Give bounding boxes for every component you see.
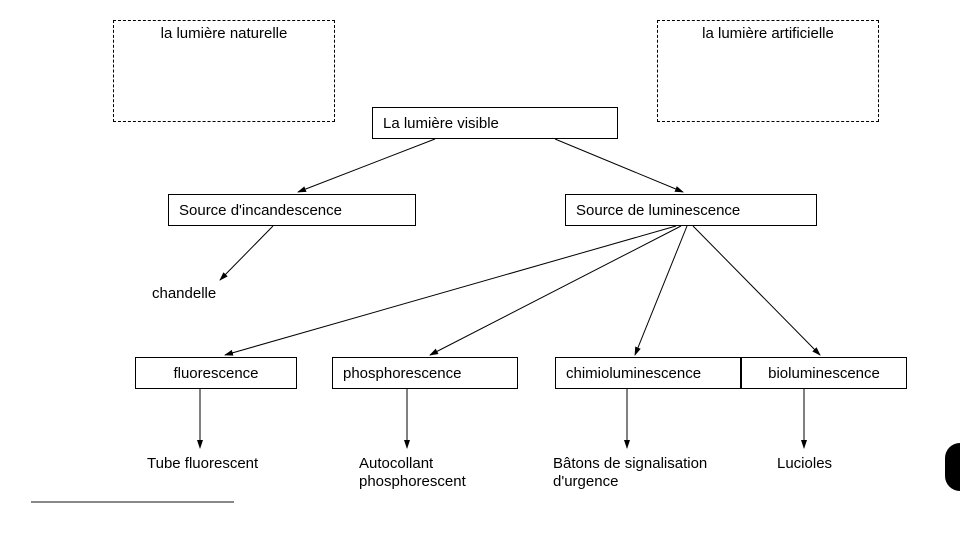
node-batons2: d'urgence bbox=[553, 473, 618, 490]
decoration-bump bbox=[945, 443, 960, 491]
node-phospho: phosphorescence bbox=[332, 357, 518, 389]
node-autocol2: phosphorescent bbox=[359, 473, 466, 490]
node-visible-label: La lumière visible bbox=[383, 115, 499, 132]
node-lucioles: Lucioles bbox=[777, 455, 832, 472]
node-luminescence-label: Source de luminescence bbox=[576, 202, 740, 219]
node-fluorescence: fluorescence bbox=[135, 357, 297, 389]
node-artificial: la lumière artificielle bbox=[657, 20, 879, 122]
node-natural-label: la lumière naturelle bbox=[161, 25, 288, 42]
node-biolum: bioluminescence bbox=[741, 357, 907, 389]
decoration-hline bbox=[31, 501, 234, 503]
node-luminescence: Source de luminescence bbox=[565, 194, 817, 226]
node-chimio: chimioluminescence bbox=[555, 357, 741, 389]
node-incandescence: Source d'incandescence bbox=[168, 194, 416, 226]
node-chandelle: chandelle bbox=[152, 285, 216, 302]
node-tubefl: Tube fluorescent bbox=[147, 455, 258, 472]
node-chimio-label: chimioluminescence bbox=[566, 365, 701, 382]
node-natural: la lumière naturelle bbox=[113, 20, 335, 122]
node-fluorescence-label: fluorescence bbox=[173, 365, 258, 382]
node-autocol1: Autocollant bbox=[359, 455, 433, 472]
node-phospho-label: phosphorescence bbox=[343, 365, 461, 382]
node-biolum-label: bioluminescence bbox=[768, 365, 880, 382]
node-visible: La lumière visible bbox=[372, 107, 618, 139]
node-artificial-label: la lumière artificielle bbox=[702, 25, 834, 42]
node-batons1: Bâtons de signalisation bbox=[553, 455, 707, 472]
node-incandescence-label: Source d'incandescence bbox=[179, 202, 342, 219]
